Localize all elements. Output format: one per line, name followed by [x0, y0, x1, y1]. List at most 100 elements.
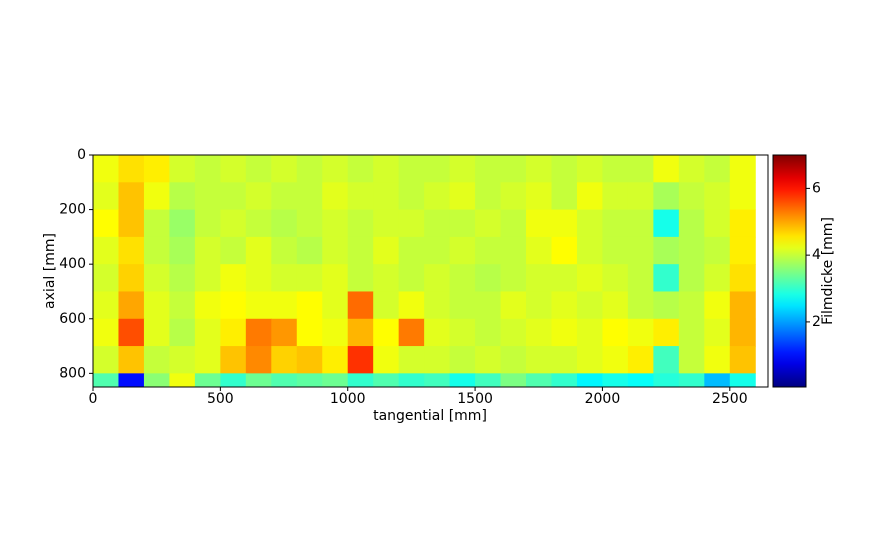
- heat-cell: [526, 373, 552, 388]
- heat-cell: [500, 182, 527, 211]
- heat-cell: [398, 155, 425, 183]
- heat-cell: [118, 236, 145, 265]
- heat-cell: [551, 291, 578, 320]
- heat-cell: [347, 346, 374, 374]
- heat-cell: [169, 318, 196, 347]
- heat-cell: [194, 346, 221, 374]
- heat-cell: [347, 209, 374, 238]
- heat-cell: [194, 182, 221, 211]
- heat-cell: [602, 373, 629, 388]
- heat-cell: [500, 236, 527, 265]
- heat-cell: [627, 236, 654, 265]
- heat-cell: [169, 373, 196, 388]
- heat-cell: [271, 209, 298, 238]
- heat-cell: [576, 264, 603, 292]
- heat-cell: [704, 155, 731, 183]
- heat-cell: [398, 373, 425, 388]
- heat-cell: [500, 155, 527, 183]
- heat-cell: [118, 182, 145, 211]
- heat-cell: [194, 155, 221, 183]
- heat-cell: [296, 373, 323, 388]
- heat-cell: [704, 346, 731, 374]
- heat-cell: [143, 291, 170, 320]
- colorbar-tick-label: 6: [812, 180, 821, 196]
- heat-cell: [245, 318, 272, 347]
- heat-cell: [576, 236, 603, 265]
- heat-cell: [475, 155, 502, 183]
- x-tick-label: 500: [207, 391, 234, 407]
- heat-cell: [118, 209, 145, 238]
- heat-cell: [576, 209, 603, 238]
- x-tick-label: 1000: [330, 391, 366, 407]
- heat-cell: [271, 346, 298, 374]
- heat-cell: [729, 209, 756, 238]
- heat-cell: [500, 291, 527, 320]
- heat-cell: [424, 182, 451, 211]
- heat-cell: [398, 318, 425, 347]
- heat-cell: [704, 236, 731, 265]
- heat-cell: [118, 291, 145, 320]
- colorbar-label: Filmdicke [mm]: [820, 217, 836, 325]
- heat-cell: [602, 155, 629, 183]
- heat-cell: [143, 373, 170, 388]
- heat-cell: [347, 182, 374, 211]
- heat-cell: [398, 209, 425, 238]
- heat-cell: [500, 209, 527, 238]
- heat-cell: [118, 318, 145, 347]
- heat-cell: [118, 346, 145, 374]
- heat-cell: [729, 264, 756, 292]
- heat-cell: [322, 155, 349, 183]
- heat-cell: [627, 155, 654, 183]
- y-tick-label: 200: [59, 202, 86, 218]
- heat-cell: [347, 264, 374, 292]
- heat-cell: [424, 346, 451, 374]
- heat-cell: [194, 236, 221, 265]
- heat-cell: [526, 346, 552, 374]
- heat-cell: [500, 318, 527, 347]
- heat-cell: [194, 209, 221, 238]
- heat-cell: [322, 318, 349, 347]
- heat-cell: [93, 346, 119, 374]
- heat-cell: [551, 236, 578, 265]
- heat-cell: [169, 346, 196, 374]
- heat-cell: [704, 291, 731, 320]
- heat-cell: [143, 236, 170, 265]
- heat-cell: [93, 373, 119, 388]
- heatmap: [93, 155, 756, 388]
- heat-cell: [271, 318, 298, 347]
- heat-cell: [500, 346, 527, 374]
- colorbar-tick-label: 2: [812, 314, 821, 330]
- heat-cell: [526, 155, 552, 183]
- heat-cell: [245, 209, 272, 238]
- heat-cell: [602, 346, 629, 374]
- heat-cell: [475, 318, 502, 347]
- heat-cell: [627, 373, 654, 388]
- heat-cell: [678, 373, 705, 388]
- heat-cell: [93, 264, 119, 292]
- heat-cell: [322, 182, 349, 211]
- heat-cell: [602, 182, 629, 211]
- heat-cell: [220, 346, 247, 374]
- heat-cell: [627, 264, 654, 292]
- heat-cell: [398, 264, 425, 292]
- heat-cell: [653, 236, 680, 265]
- heat-cell: [194, 373, 221, 388]
- heat-cell: [271, 373, 298, 388]
- heat-cell: [93, 291, 119, 320]
- heat-cell: [576, 346, 603, 374]
- x-tick-label: 2000: [585, 391, 621, 407]
- heat-cell: [398, 236, 425, 265]
- heat-cell: [373, 209, 400, 238]
- heat-cell: [245, 346, 272, 374]
- heat-cell: [678, 209, 705, 238]
- heat-cell: [424, 318, 451, 347]
- heat-cell: [118, 264, 145, 292]
- heat-cell: [220, 373, 247, 388]
- heat-cell: [143, 346, 170, 374]
- heat-cell: [551, 155, 578, 183]
- heat-cell: [424, 155, 451, 183]
- heat-cell: [729, 155, 756, 183]
- heat-cell: [322, 236, 349, 265]
- heat-cell: [143, 155, 170, 183]
- colorbar: [772, 154, 807, 388]
